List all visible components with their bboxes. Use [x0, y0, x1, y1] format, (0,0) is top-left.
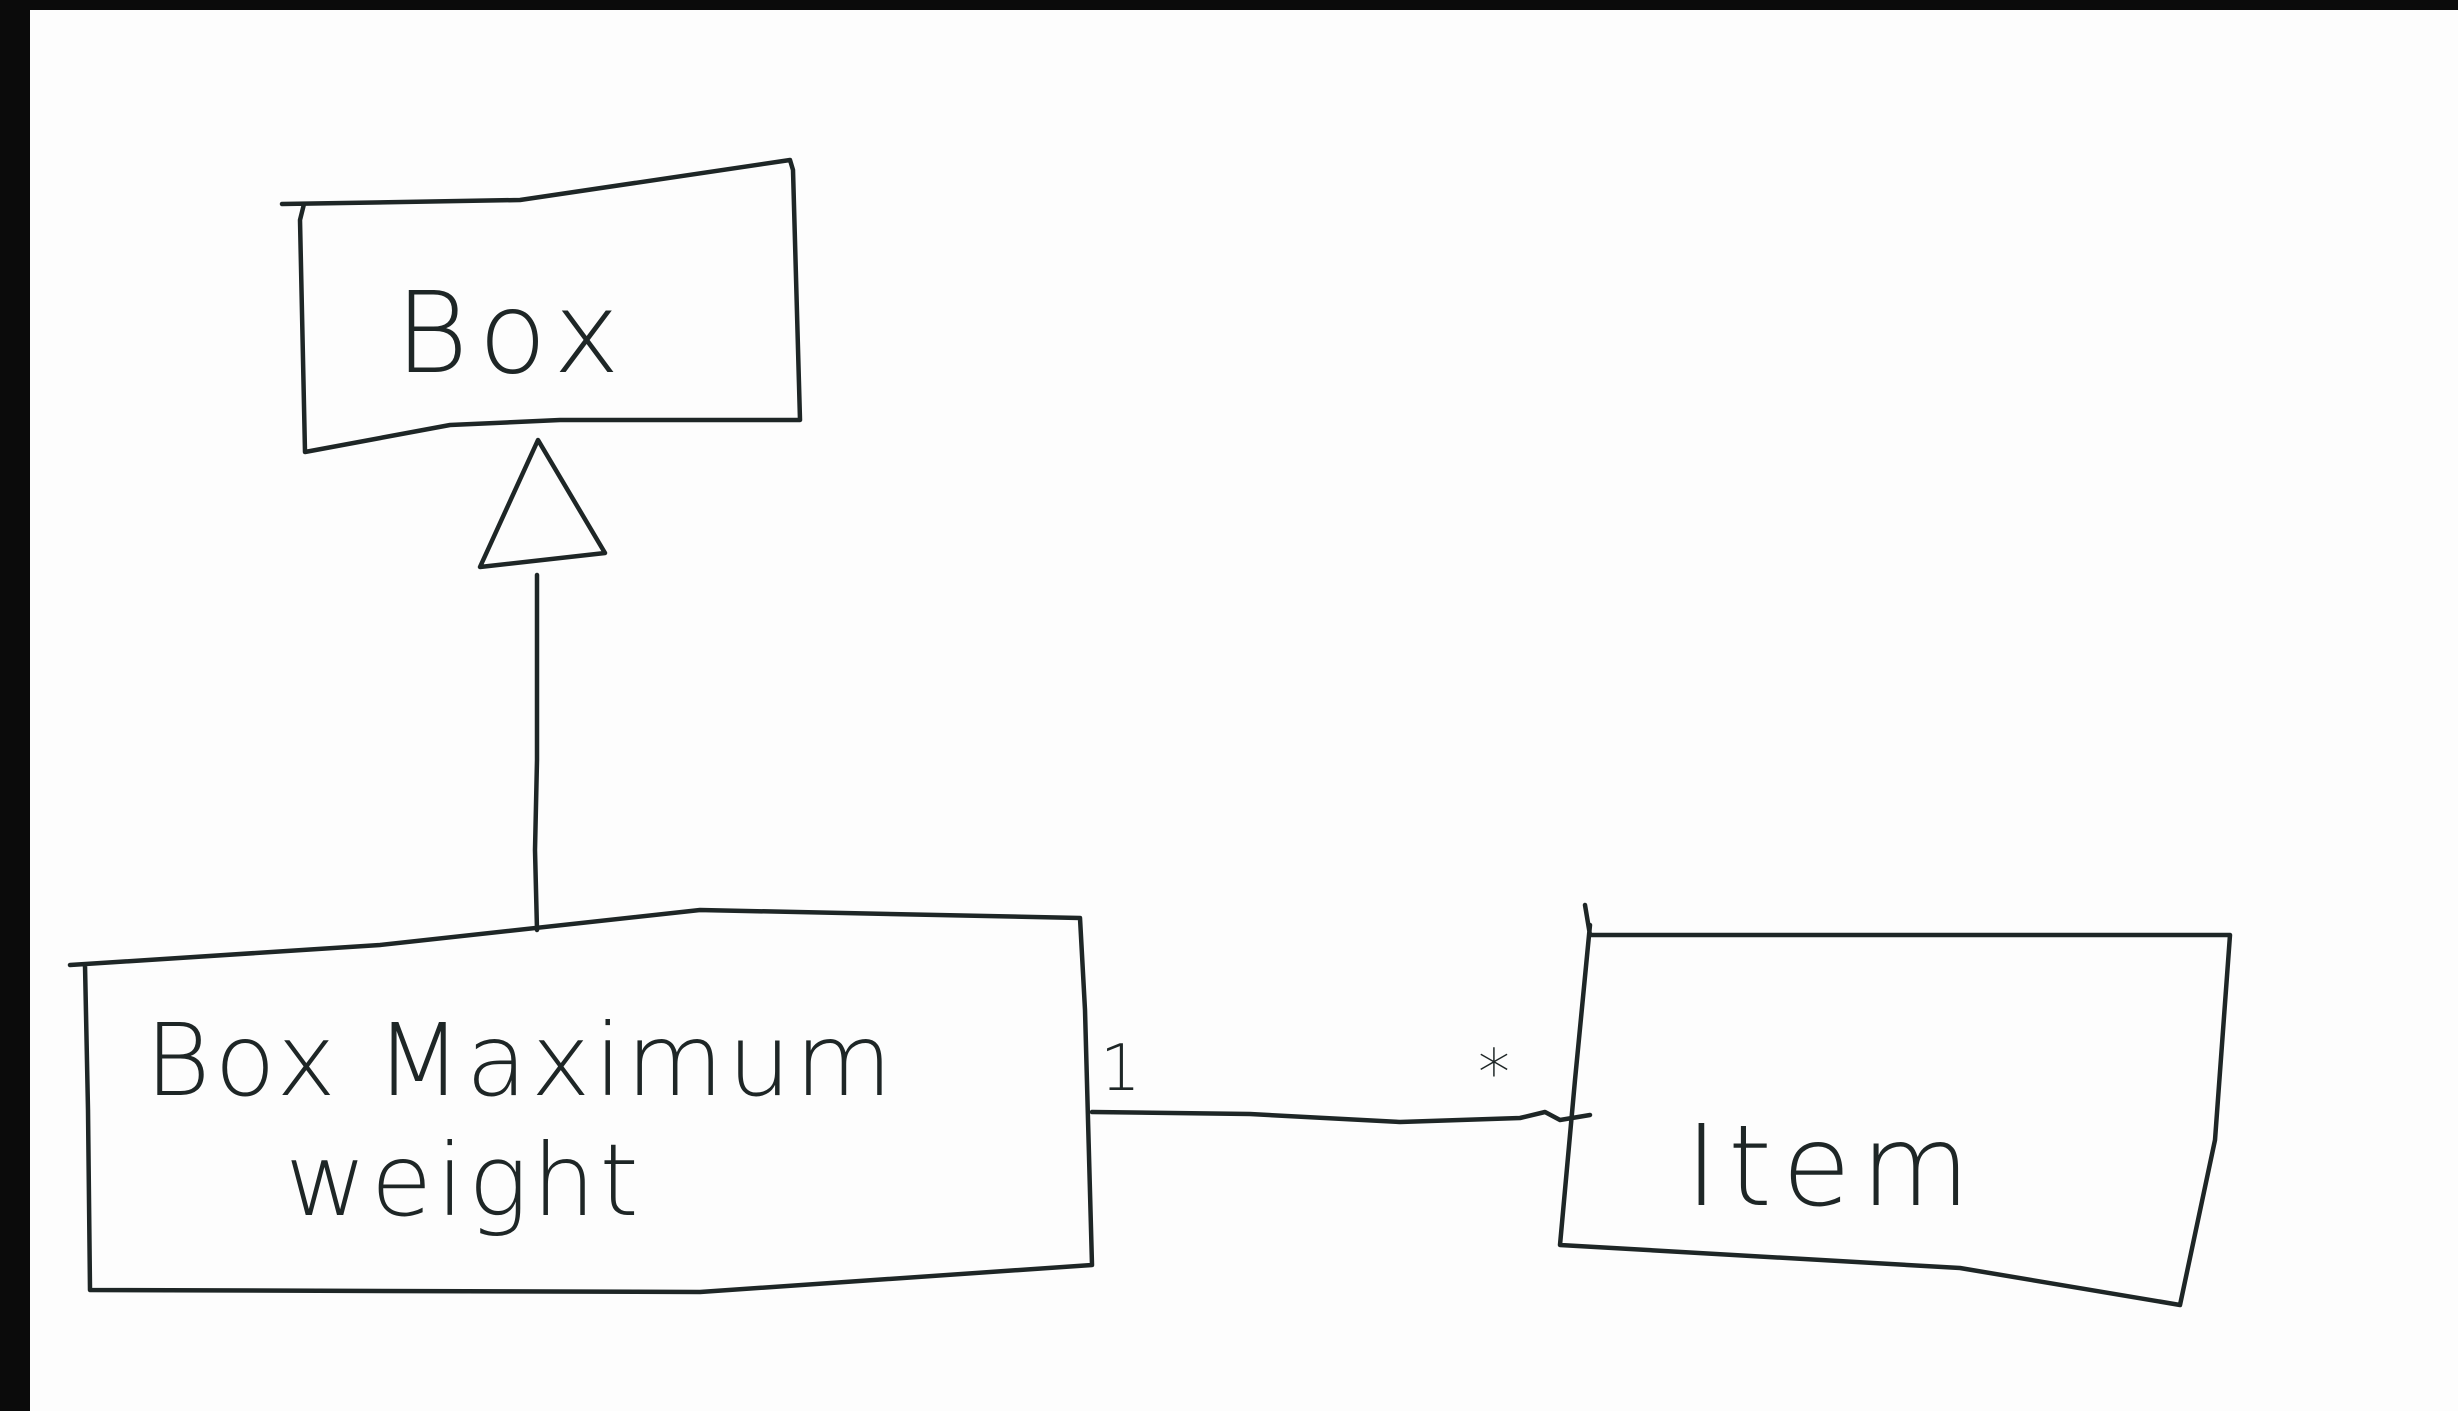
paper-top-edge — [0, 0, 2458, 10]
association-target-multiplicity: * — [1478, 1037, 1510, 1111]
class-box-maximum-weight[interactable]: Box Maximum weight — [67, 907, 1095, 1295]
class-item[interactable]: Item — [1557, 902, 2233, 1308]
class-box-name: Box — [395, 269, 630, 399]
generalization-line — [532, 572, 540, 933]
generalization-triangle — [477, 437, 608, 570]
class-box-maximum-weight-name-line1: Box Maximum — [145, 1002, 896, 1119]
generalization-arrow — [477, 437, 608, 933]
class-box-border — [279, 157, 803, 455]
association-line — [1089, 1109, 1593, 1125]
paper-left-edge — [0, 0, 30, 1411]
class-box-maximum-weight-border — [67, 907, 1095, 1295]
association-source-multiplicity: 1 — [1100, 1032, 1141, 1106]
class-item-name: Item — [1685, 1102, 1980, 1232]
class-box-maximum-weight-name-line2: weight — [285, 1122, 643, 1239]
class-box[interactable]: Box — [279, 157, 803, 455]
class-item-border — [1557, 902, 2233, 1308]
